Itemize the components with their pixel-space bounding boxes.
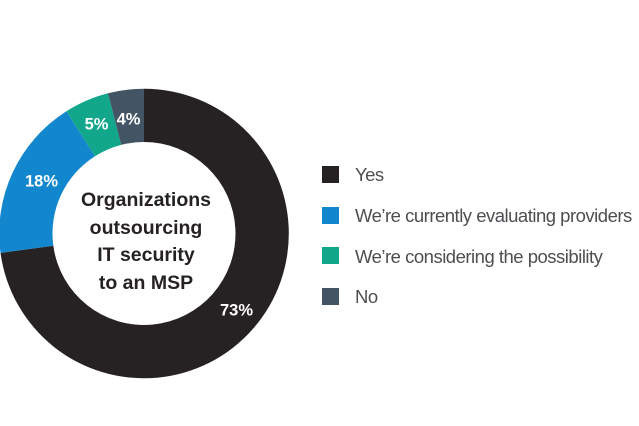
svg-text:5%: 5% [85,116,109,134]
svg-text:18%: 18% [25,173,58,191]
svg-text:4%: 4% [117,111,141,129]
svg-text:73%: 73% [220,302,253,320]
